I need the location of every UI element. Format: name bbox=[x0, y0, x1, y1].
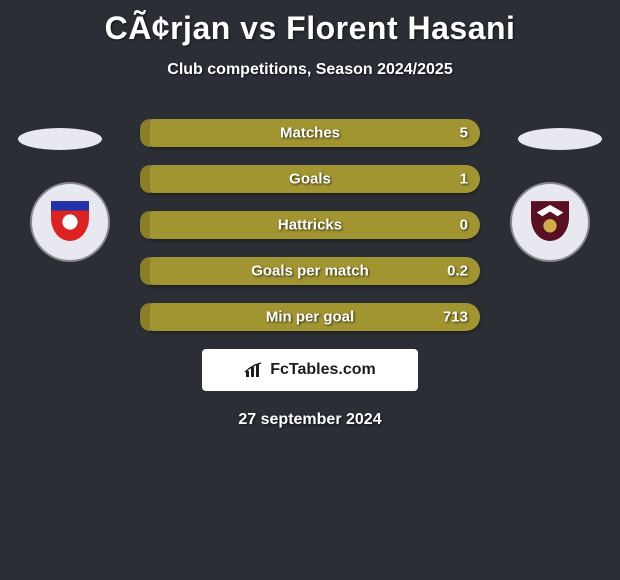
stat-value-right: 713 bbox=[443, 309, 468, 326]
club-badge-right bbox=[510, 182, 590, 262]
attribution-box: FcTables.com bbox=[202, 349, 418, 391]
stat-label: Matches bbox=[280, 125, 340, 142]
chart-icon bbox=[244, 362, 264, 378]
stat-label: Goals per match bbox=[251, 263, 369, 280]
page-title: CÃ¢rjan vs Florent Hasani bbox=[0, 0, 620, 47]
stat-label: Min per goal bbox=[266, 309, 354, 326]
stat-row: Min per goal 713 bbox=[140, 303, 480, 331]
club-badge-left bbox=[30, 182, 110, 262]
stat-row: Hattricks 0 bbox=[140, 211, 480, 239]
stat-value-right: 5 bbox=[460, 125, 468, 142]
stat-fill-left bbox=[140, 165, 150, 193]
attribution-text: FcTables.com bbox=[270, 361, 376, 379]
date-line: 27 september 2024 bbox=[0, 411, 620, 429]
stat-fill-left bbox=[140, 257, 150, 285]
stat-value-right: 0 bbox=[460, 217, 468, 234]
page-subtitle: Club competitions, Season 2024/2025 bbox=[0, 61, 620, 79]
player-slot-right bbox=[518, 128, 602, 150]
stat-fill-left bbox=[140, 119, 150, 147]
player-slot-left bbox=[18, 128, 102, 150]
stat-fill-left bbox=[140, 303, 150, 331]
stat-row: Matches 5 bbox=[140, 119, 480, 147]
stat-row: Goals per match 0.2 bbox=[140, 257, 480, 285]
stat-label: Goals bbox=[289, 171, 331, 188]
stat-value-right: 1 bbox=[460, 171, 468, 188]
stat-value-right: 0.2 bbox=[447, 263, 468, 280]
stats-bars: Matches 5 Goals 1 Hattricks 0 Goals per match 0… bbox=[140, 119, 480, 331]
stat-fill-left bbox=[140, 211, 150, 239]
stat-label: Hattricks bbox=[278, 217, 342, 234]
stat-row: Goals 1 bbox=[140, 165, 480, 193]
